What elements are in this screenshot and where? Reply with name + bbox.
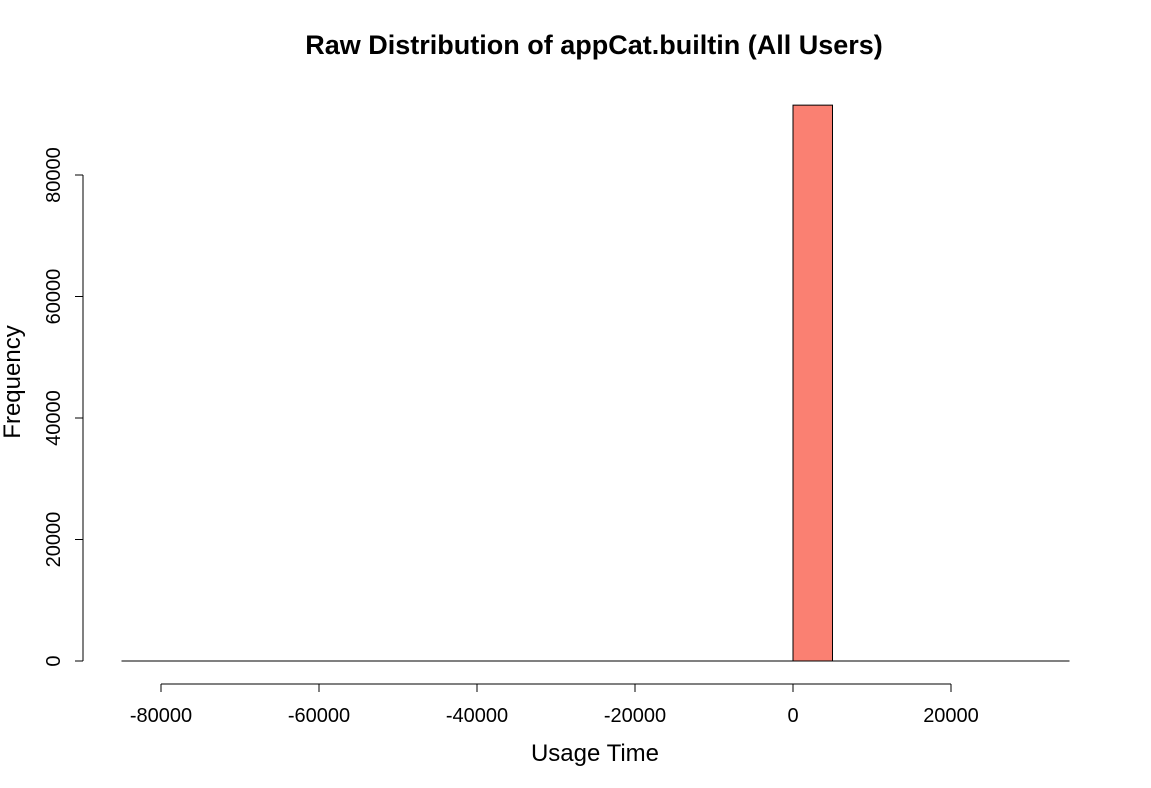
y-tick-label: 40000 — [43, 390, 65, 446]
x-tick-label: 0 — [787, 705, 798, 727]
x-tick-label: -80000 — [130, 705, 192, 727]
y-axis: 0 20000 40000 60000 80000 — [43, 147, 84, 667]
y-tick-label: 20000 — [43, 512, 65, 568]
chart-title: Raw Distribution of appCat.builtin (All … — [305, 30, 883, 60]
y-tick-label: 60000 — [43, 269, 65, 325]
x-tick-label: -20000 — [604, 705, 666, 727]
x-axis: -80000 -60000 -40000 -20000 0 20000 — [130, 683, 979, 727]
x-tick-label: -60000 — [288, 705, 350, 727]
y-tick-label: 0 — [43, 655, 65, 666]
x-tick-label: 20000 — [923, 705, 979, 727]
plot-area — [121, 104, 1070, 662]
y-tick-label: 80000 — [43, 147, 65, 203]
y-axis-label: Frequency — [0, 325, 26, 438]
x-tick-label: -40000 — [446, 705, 508, 727]
x-axis-label: Usage Time — [531, 740, 659, 767]
histogram-bar — [792, 104, 833, 662]
